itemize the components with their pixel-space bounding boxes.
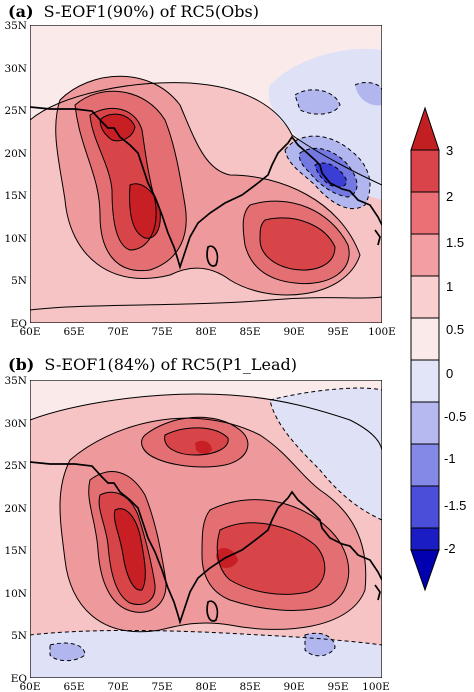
- panel-a-y-axis: 35N 30N 25N 20N 15N 10N 5N EQ: [4, 20, 27, 330]
- panel-a-contour-neg2c: [355, 82, 382, 106]
- colorbar-label: 3: [446, 143, 453, 158]
- panel-b-contour-pos5c: [195, 440, 212, 454]
- colorbar-swatch: [410, 191, 440, 235]
- svg-text:10N: 10N: [4, 588, 27, 600]
- colorbar-label: 2: [446, 189, 453, 204]
- svg-text:25N: 25N: [4, 105, 27, 117]
- svg-text:65E: 65E: [63, 681, 84, 692]
- svg-text:30N: 30N: [4, 418, 27, 430]
- svg-text:15N: 15N: [4, 545, 27, 557]
- colorbar-label: -2: [444, 541, 456, 556]
- panel-a-x-axis: 60E 65E 70E 75E 80E 85E 90E 95E 100E: [19, 326, 395, 338]
- svg-text:65E: 65E: [63, 326, 84, 338]
- svg-text:100E: 100E: [362, 681, 390, 692]
- svg-text:10N: 10N: [4, 233, 27, 245]
- svg-text:80E: 80E: [195, 326, 216, 338]
- panel-b-contour-pos4c: [164, 427, 229, 455]
- svg-text:60E: 60E: [19, 681, 40, 692]
- svg-text:85E: 85E: [239, 326, 260, 338]
- colorbar-swatch: [410, 485, 440, 529]
- svg-text:75E: 75E: [151, 326, 172, 338]
- panel-b-contour-neg1a: [270, 388, 382, 520]
- svg-text:35N: 35N: [4, 20, 27, 32]
- svg-text:20N: 20N: [4, 503, 27, 515]
- panel-b-title: (b) S-EOF1(84%) of RC5(P1_Lead): [8, 355, 297, 374]
- colorbar-label: 0.5: [446, 322, 464, 337]
- svg-text:80E: 80E: [195, 681, 216, 692]
- panel-b-x-axis: 60E 65E 70E 75E 80E 85E 90E 95E 100E: [19, 681, 389, 692]
- panel-b-contour-neg2b: [50, 643, 85, 661]
- panel-a-title: (a) S-EOF1(90%) of RC5(Obs): [8, 2, 259, 21]
- svg-text:30N: 30N: [4, 63, 27, 75]
- svg-text:EQ: EQ: [11, 673, 28, 685]
- svg-text:70E: 70E: [107, 326, 128, 338]
- svg-text:15N: 15N: [4, 190, 27, 202]
- colorbar-label: -1: [444, 451, 456, 466]
- svg-text:90E: 90E: [283, 681, 304, 692]
- svg-text:85E: 85E: [239, 681, 260, 692]
- panel-a-contour-lines: [30, 75, 382, 311]
- panel-b-contour-lines: [30, 393, 382, 633]
- svg-text:90E: 90E: [283, 326, 304, 338]
- colorbar-label: 0: [446, 366, 453, 381]
- panel-a: (a) S-EOF1(90%) of RC5(Obs): [4, 2, 395, 338]
- svg-text:95E: 95E: [327, 326, 348, 338]
- colorbar-label: -0.5: [444, 409, 466, 424]
- panel-b-contour-pos4b: [217, 522, 325, 595]
- svg-text:5N: 5N: [11, 275, 27, 287]
- colorbar-label: 1.5: [446, 235, 464, 250]
- panel-a-contour-neg4: [315, 162, 347, 187]
- panel-b-coastline: [30, 461, 382, 625]
- panel-a-negative-contours: [284, 82, 382, 210]
- colorbar-swatch: [410, 149, 440, 193]
- svg-text:EQ: EQ: [11, 318, 28, 330]
- colorbar-swatch: [410, 359, 440, 403]
- svg-text:100E: 100E: [368, 326, 396, 338]
- colorbar-swatch: [410, 233, 440, 277]
- panel-a-contour-pos5b: [129, 183, 161, 239]
- svg-text:5N: 5N: [11, 630, 27, 642]
- colorbar-top-arrow: [410, 106, 440, 151]
- panel-b-map: [30, 380, 382, 678]
- panel-b: (b) S-EOF1(84%) of RC5(P1_Lead): [4, 355, 389, 692]
- panel-a-contour-pos4b: [260, 218, 335, 271]
- svg-text:70E: 70E: [107, 681, 128, 692]
- svg-text:75E: 75E: [151, 681, 172, 692]
- colorbar-swatch: [410, 443, 440, 487]
- panel-b-contour-neg1b: [30, 630, 382, 678]
- colorbar-swatch: [410, 527, 440, 551]
- panel-b-y-axis: 35N 30N 25N 20N 15N 10N 5N EQ: [4, 375, 27, 685]
- panel-a-contour-neg2b: [295, 89, 340, 115]
- colorbar-label: -1.5: [444, 498, 466, 513]
- colorbar-swatch: [410, 317, 440, 361]
- colorbar-bottom-arrow: [410, 549, 440, 592]
- colorbar-label: 1: [446, 279, 453, 294]
- panel-a-contour-pos5a: [100, 114, 135, 141]
- svg-text:20N: 20N: [4, 148, 27, 160]
- panel-a-coastline: [30, 106, 382, 270]
- colorbar-swatch: [410, 275, 440, 319]
- panel-b-contour-pos5b: [216, 548, 238, 568]
- svg-text:35N: 35N: [4, 375, 27, 387]
- svg-text:95E: 95E: [327, 681, 348, 692]
- svg-text:25N: 25N: [4, 460, 27, 472]
- colorbar: 3 2 1.5 1 0.5 0 -0.5 -1 -1.5 -2: [410, 106, 466, 592]
- panel-b-negative-contours: [30, 387, 382, 662]
- panel-a-map: [30, 25, 382, 323]
- colorbar-swatch: [410, 401, 440, 445]
- panel-b-contour-pos5a: [114, 508, 146, 591]
- svg-text:60E: 60E: [19, 326, 40, 338]
